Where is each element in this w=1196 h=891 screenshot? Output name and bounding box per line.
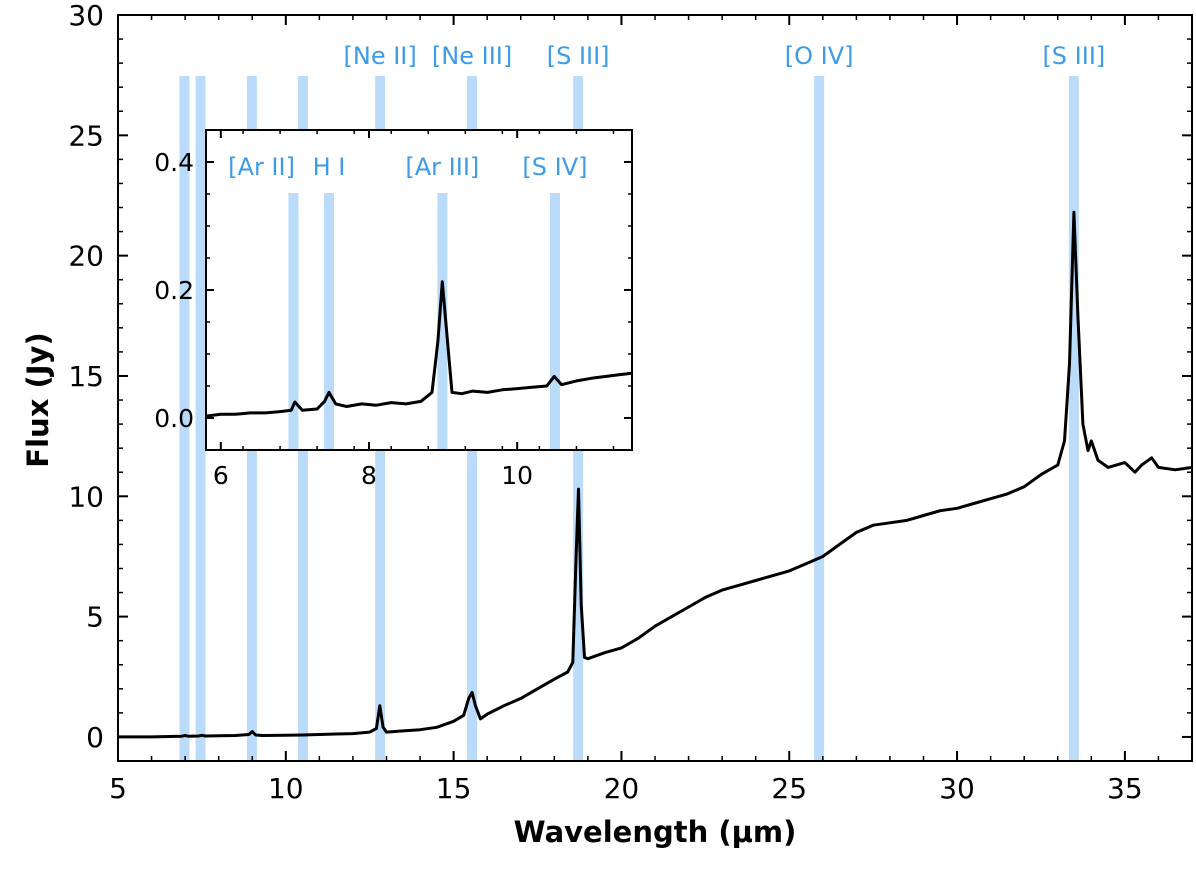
main-line-band <box>195 76 206 761</box>
main-line-band <box>179 76 190 761</box>
inset-x-tick-label: 6 <box>213 461 229 490</box>
main-x-tick-label: 35 <box>1107 772 1143 805</box>
main-x-tick-label: 15 <box>436 772 472 805</box>
main-y-tick-label: 25 <box>68 119 104 152</box>
inset-line-band <box>323 193 334 450</box>
inset-x-tick-label: 8 <box>361 461 377 490</box>
inset-line-label: [Ar III] <box>405 153 479 181</box>
inset-line-band <box>437 193 448 450</box>
x-axis-title: Wavelength (μm) <box>514 815 797 849</box>
main-y-tick-label: 20 <box>68 240 104 273</box>
main-x-tick-label: 30 <box>939 772 975 805</box>
main-line-band <box>814 76 825 761</box>
main-line-band <box>1068 76 1079 761</box>
inset-line-band <box>549 193 560 450</box>
main-line-label: [Ne II] <box>344 42 417 70</box>
main-frame <box>117 14 1193 762</box>
inset-spectrum-line <box>205 280 633 418</box>
inset-line-label: [S IV] <box>522 153 587 181</box>
inset-y-tick-label: 0.4 <box>154 148 194 177</box>
main-x-tick-label: 5 <box>109 772 127 805</box>
main-y-tick-label: 5 <box>86 601 104 634</box>
inset-x-tick-label: 10 <box>501 461 533 490</box>
main-spectrum-line <box>118 210 1193 739</box>
main-line-label: [Ne III] <box>432 42 512 70</box>
main-line-label: [O IV] <box>785 42 854 70</box>
main-line-label: [S III] <box>1042 42 1105 70</box>
main-y-tick-label: 10 <box>68 480 104 513</box>
inset-y-tick-label: 0.2 <box>154 276 194 305</box>
main-x-tick-label: 10 <box>268 772 304 805</box>
main-line-label: [S III] <box>547 42 610 70</box>
main-y-tick-label: 0 <box>86 721 104 754</box>
main-y-tick-label: 15 <box>68 360 104 393</box>
inset-plot: 6 8 10 0.0 0.2 0.4 [Ar II] H I [Ar III] [S IV] <box>154 129 633 490</box>
inset-y-tick-label: 0.0 <box>154 404 194 433</box>
inset-frame <box>205 129 633 451</box>
inset-line-label: H I <box>313 153 346 181</box>
inset-line-label: [Ar II] <box>228 153 295 181</box>
inset-line-band <box>288 193 299 450</box>
main-y-tick-label: 30 <box>68 0 104 32</box>
main-x-tick-label: 20 <box>604 772 640 805</box>
y-axis-title: Flux (Jy) <box>21 332 55 467</box>
main-x-tick-label: 25 <box>771 772 807 805</box>
inset-background <box>206 130 632 450</box>
